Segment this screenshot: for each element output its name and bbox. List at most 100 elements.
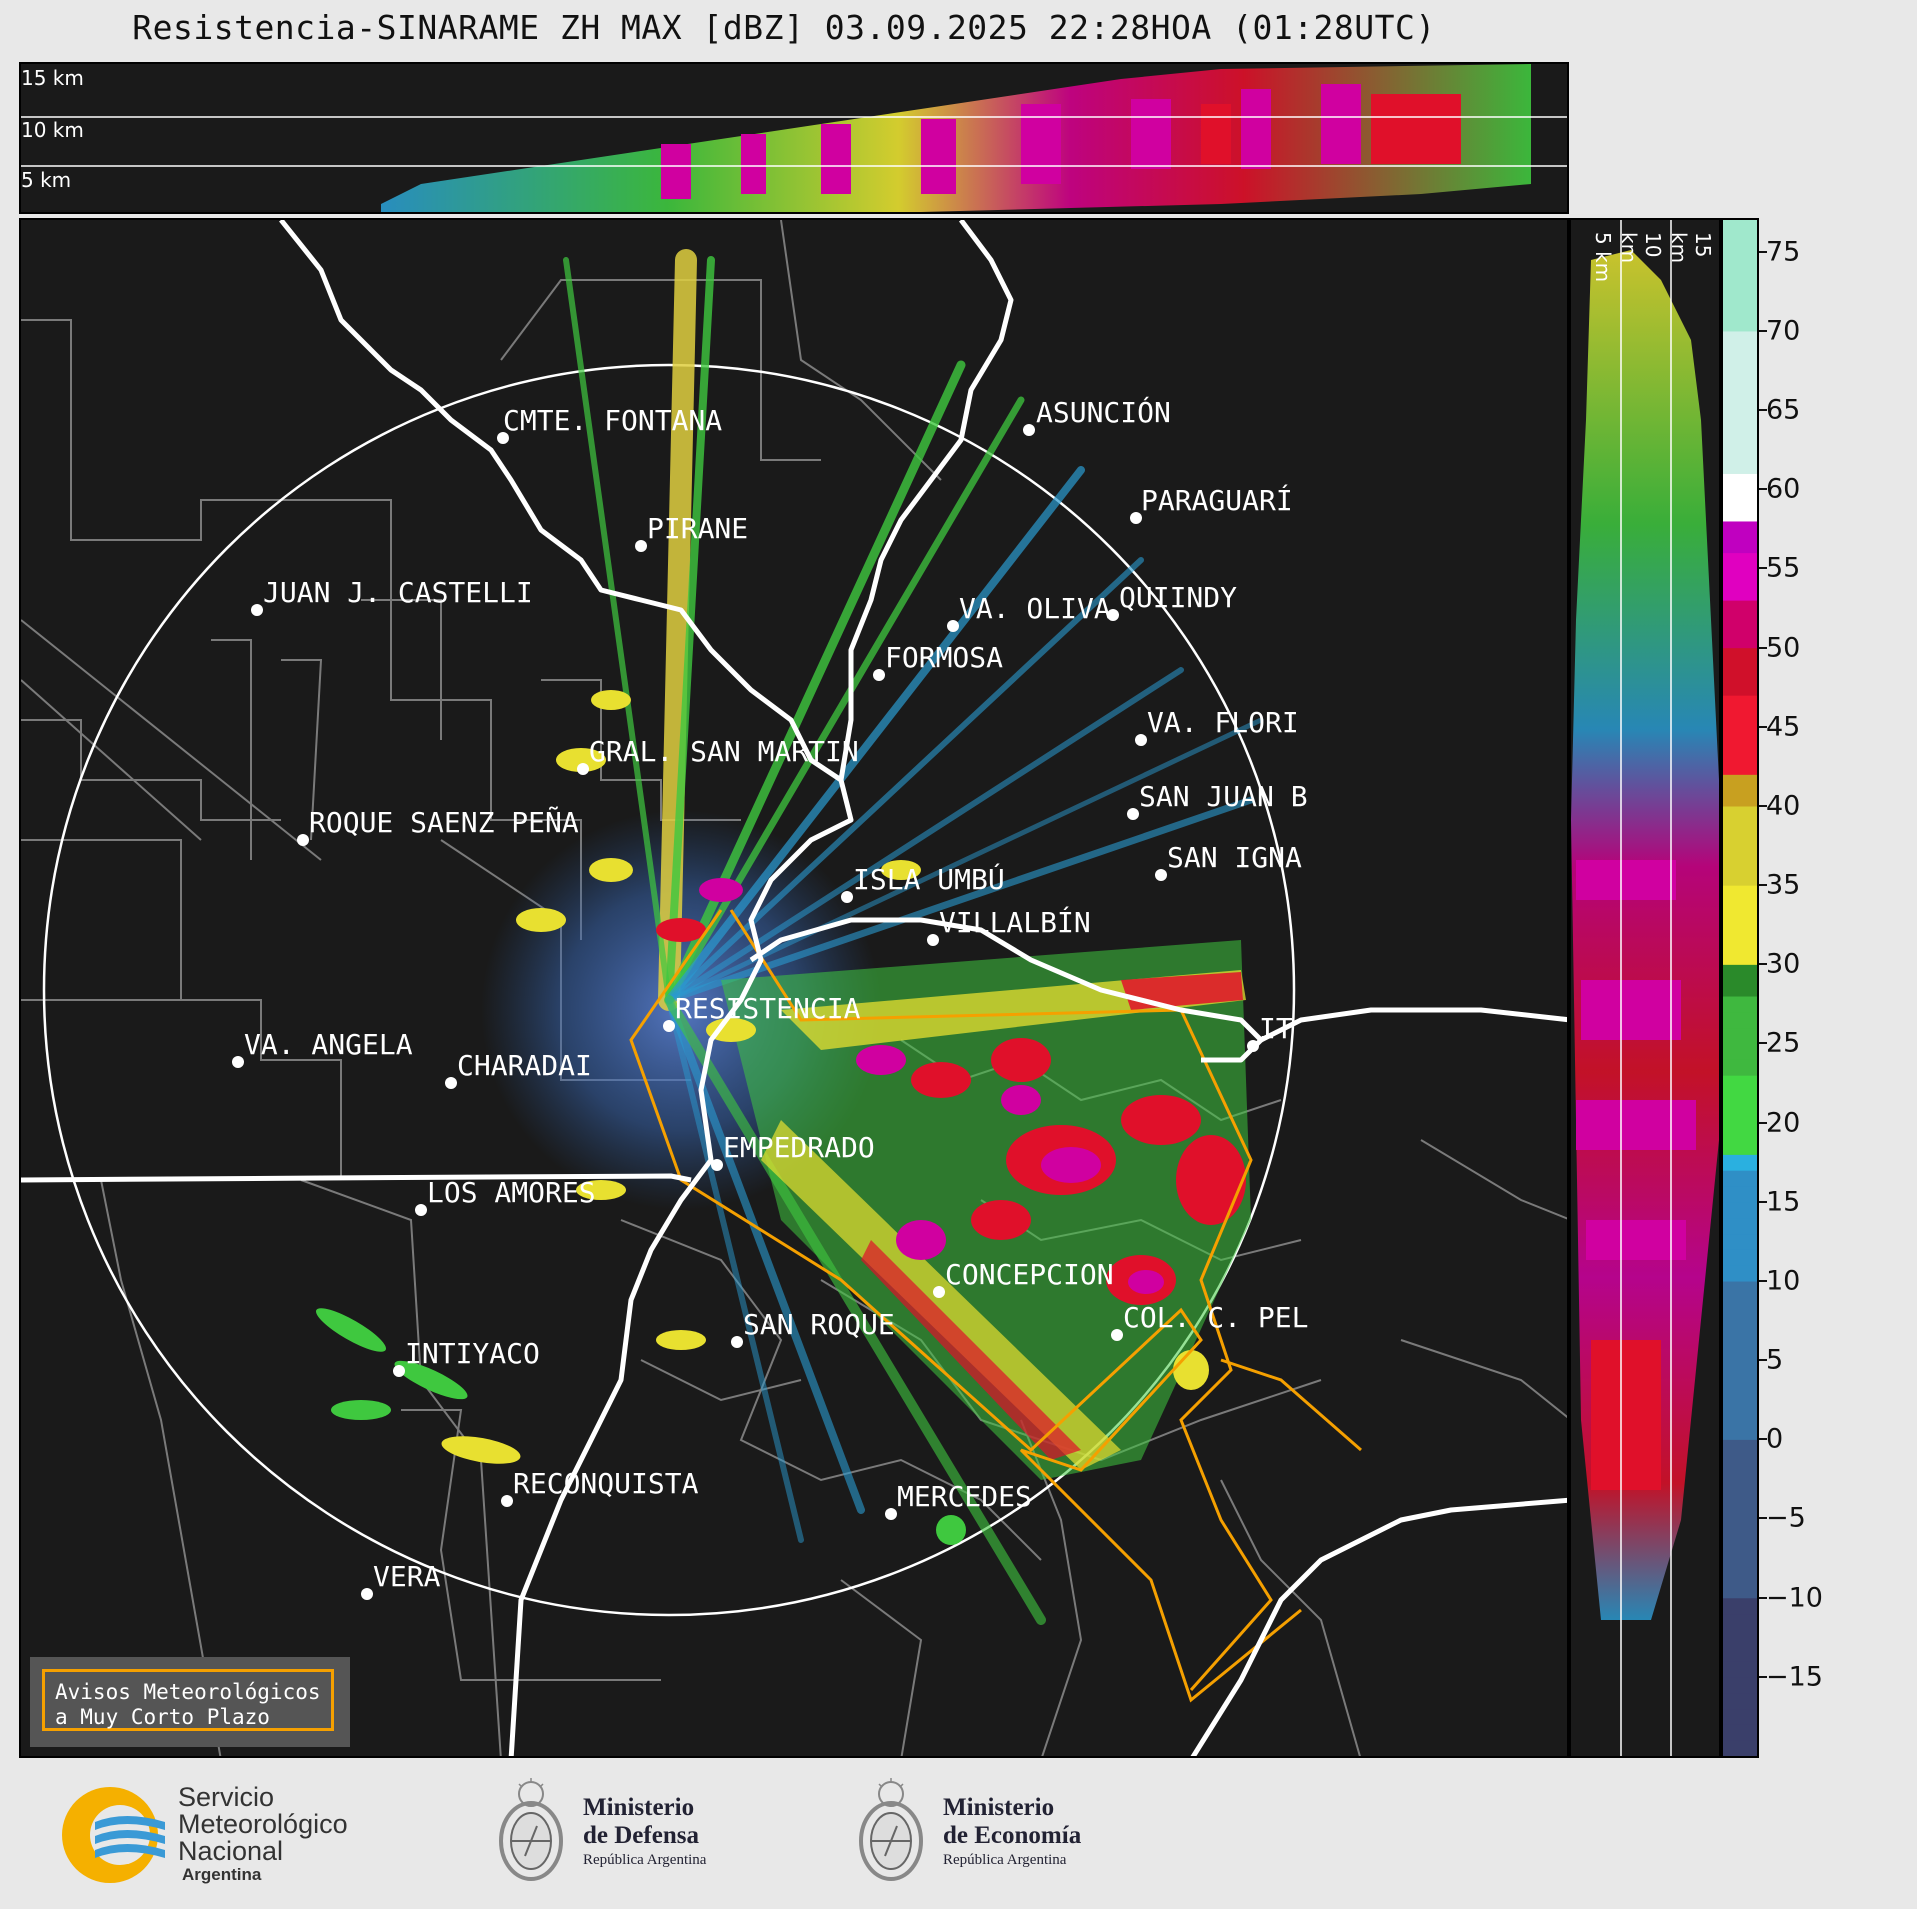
smn-line2: Meteorológico — [178, 1809, 348, 1839]
colorbar-tick-label: −10 — [1766, 1582, 1823, 1614]
radar-spokes — [563, 249, 1264, 1625]
colorbar-tick-label: 60 — [1766, 473, 1801, 505]
city-roque-saenz-pena: ROQUE SAENZ PEÑA — [309, 805, 579, 839]
city-juan-j-castelli: JUAN J. CASTELLI — [263, 576, 533, 609]
city-markers — [232, 424, 1259, 1600]
top-label-15km: 15 km — [21, 66, 84, 90]
radar-map-panel: CMTE. FONTANA ASUNCIÓN PARAGUARÍ PIRANE … — [19, 218, 1569, 1758]
defensa-logo: Ministerio de Defensa República Argentin… — [495, 1776, 755, 1896]
colorbar-tick-label: −15 — [1766, 1661, 1823, 1693]
colorbar-tick-mark — [1759, 646, 1767, 649]
economia-logo: Ministerio de Economía República Argenti… — [855, 1776, 1135, 1896]
city-san-ignacio: SAN IGNA — [1167, 841, 1302, 874]
colorbar-tick-label: 30 — [1766, 948, 1801, 980]
colorbar-tick-label: 45 — [1766, 711, 1801, 743]
colorbar-tick-mark — [1759, 804, 1767, 807]
top-label-5km: 5 km — [21, 168, 72, 192]
city-mercedes: MERCEDES — [897, 1480, 1032, 1513]
colorbar-tick-label: 70 — [1766, 315, 1801, 347]
economia-line1: Ministerio — [943, 1794, 1055, 1821]
colorbar-gradient — [1723, 220, 1757, 1757]
right-label-10km: 10 km — [1617, 232, 1665, 264]
city-san-roque: SAN ROQUE — [743, 1308, 895, 1341]
aviso-line2: a Muy Corto Plazo — [55, 1705, 270, 1729]
city-va-angela: VA. ANGELA — [244, 1028, 413, 1061]
coat-of-arms-icon — [859, 1778, 923, 1881]
colorbar-tick-label: 75 — [1766, 236, 1801, 268]
admin-boundaries — [21, 220, 1567, 1756]
city-resistencia: RESISTENCIA — [675, 992, 861, 1025]
economia-line2: de Economía — [943, 1822, 1082, 1849]
colorbar-tick-mark — [1759, 329, 1767, 332]
city-gral-san-martin: GRAL. SAN MARTIN — [589, 735, 859, 768]
storm-cells — [316, 690, 1246, 1545]
colorbar-tick-mark — [1759, 884, 1767, 887]
city-asuncion: ASUNCIÓN — [1036, 395, 1171, 429]
colorbar-tick-mark — [1759, 1279, 1767, 1282]
smn-logo: Servicio Meteorológico Nacional Argentin… — [55, 1780, 395, 1890]
city-vera: VERA — [373, 1560, 441, 1593]
colorbar-tick-mark — [1759, 1675, 1767, 1678]
smn-line4: Argentina — [182, 1865, 262, 1884]
top-cross-section-chart — [21, 64, 1567, 212]
city-san-juan-b: SAN JUAN B — [1139, 780, 1308, 813]
colorbar-tick-mark — [1759, 250, 1767, 253]
city-va-florida: VA. FLORI — [1147, 706, 1299, 739]
city-cmte-fontana: CMTE. FONTANA — [503, 404, 722, 437]
warning-polygons — [629, 909, 1362, 1703]
aviso-line1: Avisos Meteorológicos — [55, 1680, 321, 1704]
city-pirane: PIRANE — [647, 512, 748, 545]
colorbar-tick-mark — [1759, 1517, 1767, 1520]
colorbar-tick-mark — [1759, 409, 1767, 412]
radar-map: CMTE. FONTANA ASUNCIÓN PARAGUARÍ PIRANE … — [21, 220, 1567, 1756]
colorbar-tick-label: 15 — [1766, 1186, 1801, 1218]
city-va-oliva: VA. OLIVA — [959, 592, 1111, 625]
radar-range-circle — [42, 363, 1296, 1617]
city-concepcion: CONCEPCION — [945, 1258, 1114, 1291]
aviso-text: Avisos Meteorológicos a Muy Corto Plazo — [42, 1669, 334, 1731]
city-intiyaco: INTIYACO — [405, 1337, 540, 1370]
colorbar-tick-label: 20 — [1766, 1107, 1801, 1139]
colorbar-tick-label: 10 — [1766, 1265, 1801, 1297]
city-isla-umbu: ISLA UMBÚ — [853, 862, 1005, 896]
colorbar-tick-mark — [1759, 725, 1767, 728]
top-label-10km: 10 km — [21, 118, 84, 142]
colorbar-tick-label: 35 — [1766, 869, 1801, 901]
city-paraguari: PARAGUARÍ — [1141, 483, 1293, 517]
city-labels: CMTE. FONTANA ASUNCIÓN PARAGUARÍ PIRANE … — [244, 395, 1308, 1593]
city-quiindy: QUIINDY — [1119, 581, 1237, 614]
top-cross-section-panel: 15 km 10 km 5 km — [19, 62, 1569, 214]
defensa-line3: República Argentina — [583, 1852, 707, 1868]
colorbar-tick-mark — [1759, 963, 1767, 966]
dbz-colorbar — [1721, 218, 1759, 1758]
economia-line3: República Argentina — [943, 1852, 1067, 1868]
right-label-15km: 15 km — [1667, 232, 1715, 264]
right-cross-section-chart — [1571, 220, 1719, 1756]
city-col-c-pellegrini: COL. C. PEL — [1123, 1301, 1308, 1334]
defensa-line2: de Defensa — [583, 1822, 699, 1849]
colorbar-tick-label: 55 — [1766, 552, 1801, 584]
city-reconquista: RECONQUISTA — [513, 1467, 699, 1500]
smn-logo-icon — [62, 1787, 165, 1883]
colorbar-tick-mark — [1759, 1042, 1767, 1045]
city-charadai: CHARADAI — [457, 1049, 592, 1082]
city-it: IT — [1259, 1012, 1293, 1045]
colorbar-tick-label: 40 — [1766, 790, 1801, 822]
city-formosa: FORMOSA — [885, 641, 1003, 674]
city-los-amores: LOS AMORES — [427, 1176, 596, 1209]
aviso-box: Avisos Meteorológicos a Muy Corto Plazo — [30, 1657, 350, 1747]
city-empedrado: EMPEDRADO — [723, 1131, 875, 1164]
colorbar-tick-mark — [1759, 1200, 1767, 1203]
colorbar-tick-mark — [1759, 1359, 1767, 1362]
map-title: Resistencia-SINARAME ZH MAX [dBZ] 03.09.… — [132, 8, 1436, 47]
city-villalbin: VILLALBÍN — [939, 905, 1091, 939]
coat-of-arms-icon — [499, 1778, 563, 1881]
colorbar-tick-label: −5 — [1766, 1502, 1806, 1534]
colorbar-tick-label: 0 — [1766, 1423, 1784, 1455]
smn-line3: Nacional — [178, 1836, 284, 1866]
colorbar-tick-label: 65 — [1766, 394, 1801, 426]
smn-line1: Servicio — [178, 1782, 275, 1812]
colorbar-tick-label: 50 — [1766, 632, 1801, 664]
defensa-line1: Ministerio — [583, 1794, 695, 1821]
colorbar-tick-mark — [1759, 488, 1767, 491]
